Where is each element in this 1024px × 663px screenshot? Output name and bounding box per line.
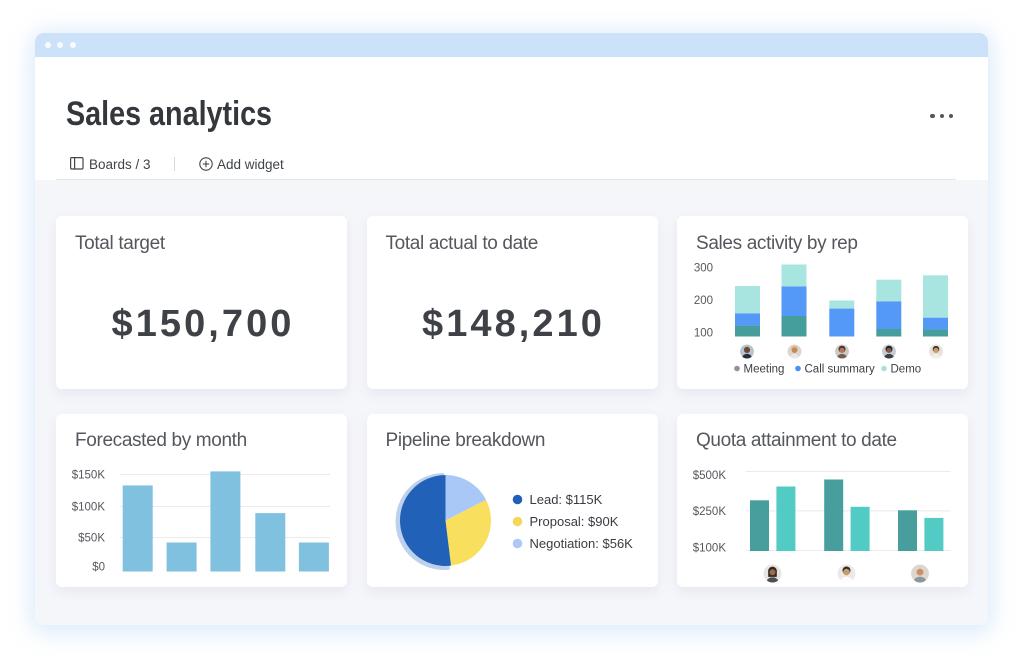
svg-text:Lead: $115K: Lead: $115K xyxy=(529,492,602,507)
svg-text:$100K: $100K xyxy=(72,501,106,513)
svg-text:$0: $0 xyxy=(92,561,105,573)
svg-text:Call summary: Call summary xyxy=(805,364,876,376)
svg-text:Meeting: Meeting xyxy=(744,364,785,376)
svg-text:200: 200 xyxy=(694,295,713,307)
svg-text:$250K: $250K xyxy=(693,506,727,518)
svg-text:300: 300 xyxy=(694,263,713,275)
svg-text:Negotiation: $56K: Negotiation: $56K xyxy=(529,536,633,551)
svg-text:Demo: Demo xyxy=(891,364,922,376)
svg-text:100: 100 xyxy=(694,327,713,339)
svg-text:$50K: $50K xyxy=(78,532,105,544)
svg-text:$500K: $500K xyxy=(693,470,727,482)
svg-text:$100K: $100K xyxy=(693,542,727,554)
svg-text:Proposal: $90K: Proposal: $90K xyxy=(529,514,618,529)
svg-text:$150K: $150K xyxy=(72,469,106,481)
